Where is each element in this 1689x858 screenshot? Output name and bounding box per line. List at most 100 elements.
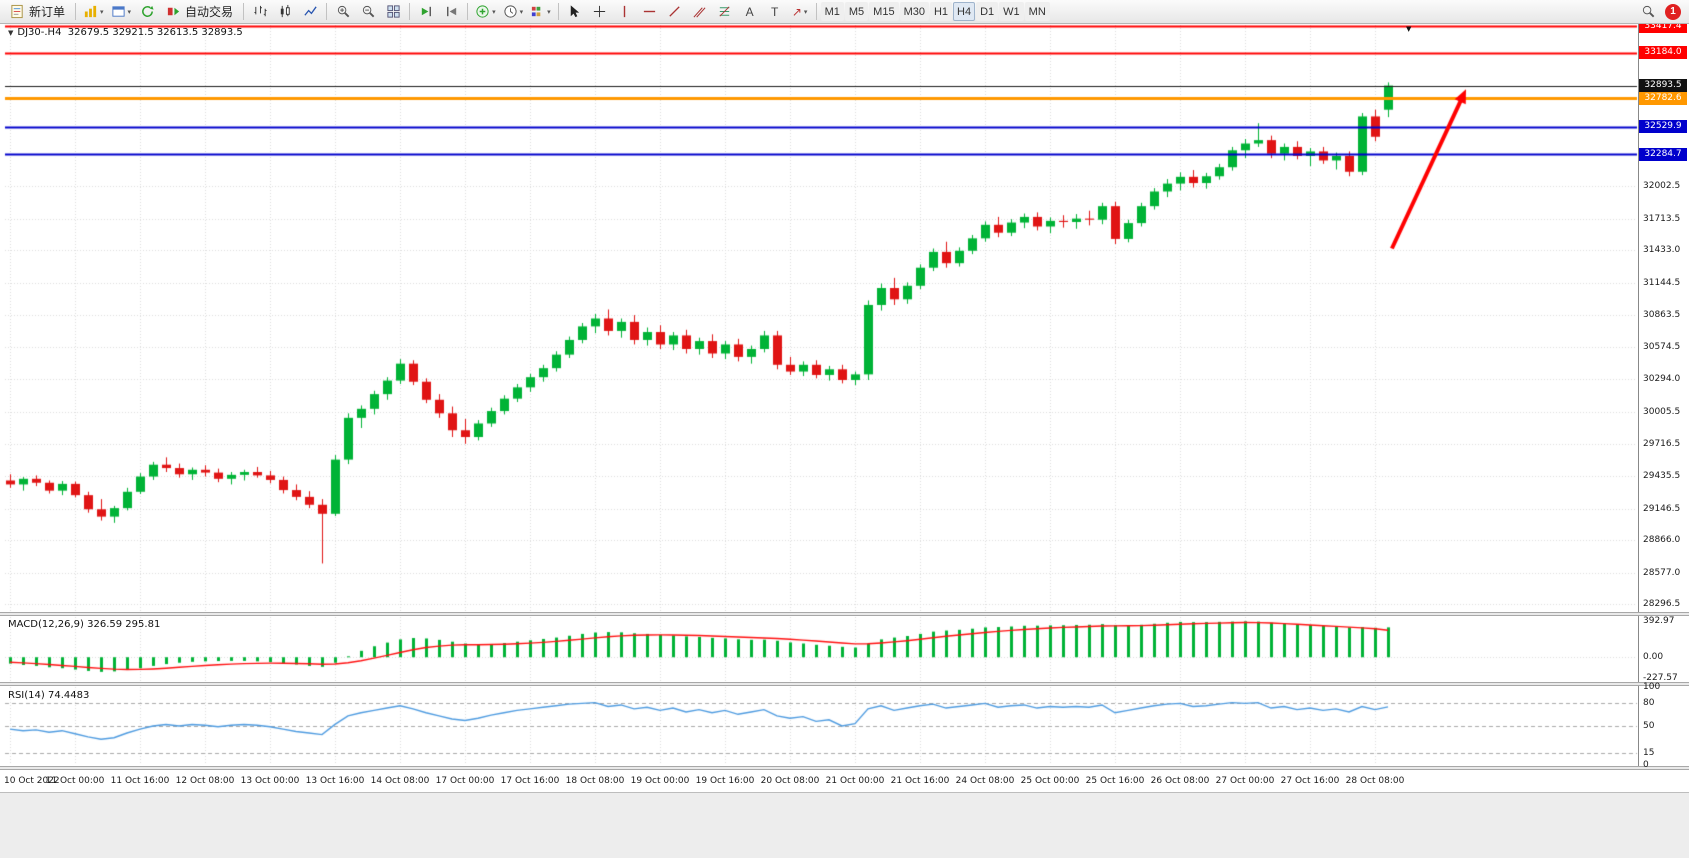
price-line-badge: 32893.5: [1639, 79, 1687, 93]
autotrading-icon: [167, 7, 180, 16]
time-axis-label: 14 Oct 08:00: [370, 776, 430, 786]
timeframe-mn[interactable]: MN: [1024, 2, 1050, 21]
chart-shift-icon: [446, 6, 456, 17]
zoom-in-button[interactable]: [331, 2, 355, 22]
price-tick-label: 30574.5: [1643, 342, 1681, 353]
time-axis-label: 25 Oct 00:00: [1020, 776, 1080, 786]
price-tick-label: 32002.5: [1643, 181, 1681, 192]
periods-button[interactable]: ▾: [500, 2, 527, 22]
time-axis-label: 28 Oct 08:00: [1345, 776, 1405, 786]
time-axis-label: 20 Oct 08:00: [760, 776, 820, 786]
new-order-icon: [11, 4, 23, 19]
timeframe-h1[interactable]: H1: [929, 2, 953, 21]
timeframe-w1[interactable]: W1: [999, 2, 1024, 21]
price-line-badge: 32284.7: [1639, 147, 1687, 161]
cursor-button[interactable]: [563, 2, 587, 22]
tile-windows-button[interactable]: [381, 2, 405, 22]
vertical-line-icon: [623, 5, 626, 18]
autotrading-label: 自动交易: [185, 5, 234, 19]
price-tick-label: 28296.5: [1643, 599, 1681, 610]
vertical-line-button[interactable]: [613, 2, 637, 22]
arrows-icon: ↗: [791, 4, 802, 19]
horizontal-line-button[interactable]: [638, 2, 662, 22]
time-axis-label: 27 Oct 16:00: [1280, 776, 1340, 786]
notification-button[interactable]: 1: [1661, 2, 1685, 22]
price-tick-label: 31713.5: [1643, 213, 1681, 224]
rsi-scale-label: 100: [1643, 682, 1661, 692]
zoom-out-button[interactable]: [356, 2, 380, 22]
timeframe-m5[interactable]: M5: [844, 2, 869, 21]
new-order-label: 新订单: [29, 5, 66, 19]
autotrading-button[interactable]: 自动交易: [160, 2, 239, 22]
auto-scroll-button[interactable]: [414, 2, 438, 22]
macd-label: MACD(12,26,9) 326.59 295.81: [8, 619, 160, 630]
fibonacci-icon: [719, 6, 730, 17]
time-axis[interactable]: 10 Oct 2022 11 Oct 00:00 11 Oct 16:00 12 Oc…: [0, 770, 1689, 792]
channel-button[interactable]: [688, 2, 712, 22]
candlestick-button[interactable]: [273, 2, 297, 22]
time-axis-label: 17 Oct 16:00: [500, 776, 560, 786]
text-icon: A: [745, 4, 754, 19]
search-button[interactable]: [1636, 2, 1660, 22]
timeframe-m30[interactable]: M30: [899, 2, 929, 21]
timeframe-m15[interactable]: M15: [869, 2, 899, 21]
rsi-values: 74.4483: [47, 690, 90, 701]
templates-button[interactable]: ▾: [527, 2, 554, 22]
timeframe-m1[interactable]: M1: [820, 2, 844, 21]
price-tick-label: 30863.5: [1643, 309, 1681, 320]
one-click-collapse-icon[interactable]: ▼: [8, 29, 14, 37]
candlestick-icon: [280, 4, 290, 18]
toolbar-separator: [467, 3, 469, 20]
chart-shift-button[interactable]: [439, 2, 463, 22]
horizontal-line-icon: [643, 10, 656, 13]
chevron-down-icon: ▾: [100, 8, 104, 16]
time-axis-label: 18 Oct 08:00: [565, 776, 625, 786]
refresh-button[interactable]: [135, 2, 159, 22]
price-line-badge: 33184.0: [1639, 46, 1687, 60]
time-axis-label: 19 Oct 00:00: [630, 776, 690, 786]
zoom-in-icon: [337, 5, 349, 18]
indicators-button[interactable]: ▾: [472, 2, 499, 22]
time-axis-label: 21 Oct 16:00: [890, 776, 950, 786]
chevron-down-icon: ▾: [547, 8, 551, 16]
rsi-scale-label: 15: [1643, 748, 1655, 759]
toolbar: 新订单 ▾ ▾ 自动交易 ▾: [0, 0, 1689, 24]
time-axis-label: 27 Oct 00:00: [1215, 776, 1275, 786]
price-tick-label: 31433.0: [1643, 245, 1681, 256]
arrows-button[interactable]: ↗ ▾: [788, 2, 812, 22]
trendline-button[interactable]: [663, 2, 687, 22]
chevron-down-icon: ▾: [519, 8, 524, 16]
label-icon: T: [770, 4, 779, 19]
bar-chart-button[interactable]: [248, 2, 272, 22]
text-button[interactable]: A: [738, 2, 762, 22]
chevron-down-icon: ▾: [492, 8, 496, 16]
new-order-button[interactable]: 新订单: [4, 2, 71, 22]
fibonacci-button[interactable]: [713, 2, 737, 22]
panel-separator[interactable]: [0, 682, 1689, 686]
new-chart-icon: [84, 5, 97, 18]
line-chart-button[interactable]: [298, 2, 322, 22]
timeframe-d1[interactable]: D1: [976, 2, 999, 21]
chart-shift-marker-icon[interactable]: ▼: [1406, 25, 1412, 33]
crosshair-button[interactable]: [588, 2, 612, 22]
macd-scale-label: 392.97: [1643, 616, 1675, 627]
time-axis-label: 11 Oct 00:00: [45, 776, 105, 786]
trendline-icon: [669, 6, 680, 17]
timeframe-h4[interactable]: H4: [953, 2, 976, 21]
macd-name: MACD(12,26,9): [8, 619, 84, 630]
line-chart-icon: [303, 6, 317, 16]
price-line-badge: 32782.6: [1639, 91, 1687, 105]
refresh-icon: [141, 5, 154, 17]
price-tick-label: 29146.5: [1643, 503, 1681, 514]
time-axis-label: 12 Oct 08:00: [175, 776, 235, 786]
panel-separator[interactable]: [0, 766, 1689, 770]
ohlc-values: 32679.5 32921.5 32613.5 32893.5: [67, 27, 243, 38]
profiles-button[interactable]: ▾: [108, 2, 135, 22]
panel-separator[interactable]: [0, 612, 1689, 616]
price-tick-label: 30005.5: [1643, 406, 1681, 417]
label-button[interactable]: T: [763, 2, 787, 22]
cursor-icon: [570, 5, 580, 18]
new-chart-button[interactable]: ▾: [80, 2, 107, 22]
time-axis-label: 25 Oct 16:00: [1085, 776, 1145, 786]
